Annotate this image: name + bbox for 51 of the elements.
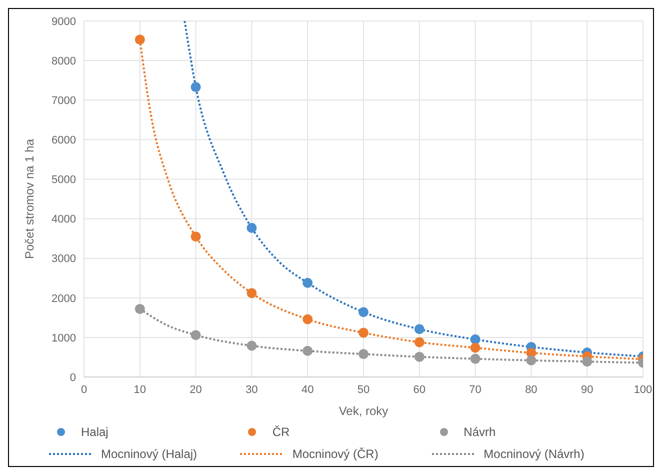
x-tick-label: 80 xyxy=(525,384,538,396)
x-axis-title: Vek, roky xyxy=(338,404,388,418)
point xyxy=(246,222,257,233)
x-tick-label: 0 xyxy=(80,384,88,396)
point xyxy=(526,355,536,366)
y-tick-label: 6000 xyxy=(52,134,76,147)
y-tick-label: 8000 xyxy=(52,55,76,68)
point xyxy=(246,340,257,351)
point xyxy=(582,356,592,367)
point xyxy=(190,330,201,340)
point xyxy=(302,346,313,356)
legend-label: Halaj xyxy=(81,425,108,439)
x-tick-label: 30 xyxy=(246,384,258,396)
point xyxy=(302,314,313,324)
y-tick-label: 5000 xyxy=(52,174,76,186)
legend-label: Mocninový (Halaj) xyxy=(101,447,198,461)
x-tick-label: 70 xyxy=(469,384,482,396)
point xyxy=(414,352,424,362)
point xyxy=(302,278,313,288)
y-axis-title: Počet stromov na 1 ha xyxy=(22,138,36,260)
y-tick-label: 7000 xyxy=(52,95,76,108)
point xyxy=(358,307,368,318)
y-tick-label: 2000 xyxy=(52,292,76,305)
y-tick-label: 3000 xyxy=(52,253,76,266)
point xyxy=(190,82,201,92)
legend-label: Mocninový (ČR) xyxy=(292,447,378,461)
x-tick-label: 50 xyxy=(357,384,370,396)
x-tick-label: 20 xyxy=(190,384,202,396)
y-tick-label: 1000 xyxy=(52,332,76,344)
x-tick-label: 40 xyxy=(301,384,314,396)
point xyxy=(470,342,480,353)
legend-label: Mocninový (Návrh) xyxy=(484,447,584,461)
point xyxy=(358,349,368,360)
point xyxy=(358,328,368,338)
point xyxy=(470,354,480,364)
x-tick-label: 100 xyxy=(634,384,652,396)
point xyxy=(190,232,201,242)
x-tick-label: 60 xyxy=(413,384,426,396)
point xyxy=(134,304,145,314)
point xyxy=(470,334,480,344)
point xyxy=(134,34,145,45)
point xyxy=(414,324,424,334)
x-tick-label: 90 xyxy=(580,384,594,396)
y-tick-label: 4000 xyxy=(52,214,76,226)
y-tick-label: 9000 xyxy=(52,16,76,28)
point xyxy=(246,288,257,298)
y-tick-label: 0 xyxy=(70,372,76,384)
point xyxy=(414,337,424,348)
x-tick-label: 10 xyxy=(134,384,146,396)
legend-label: Návrh xyxy=(464,425,496,439)
legend-label: ČR xyxy=(272,425,290,439)
